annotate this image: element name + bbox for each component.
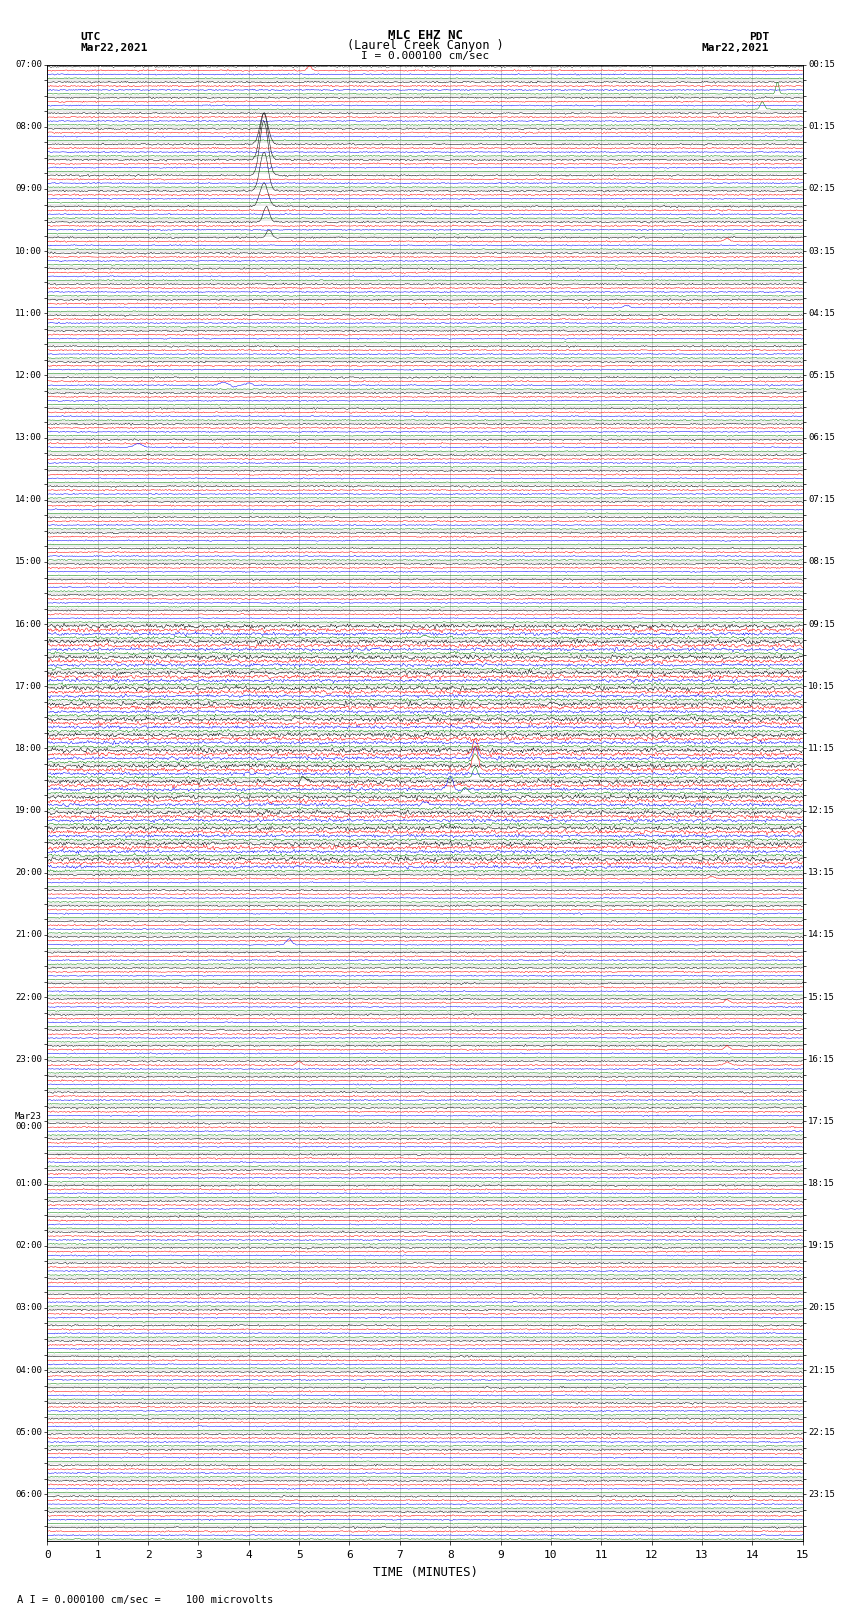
Text: (Laurel Creek Canyon ): (Laurel Creek Canyon ) <box>347 39 503 52</box>
Text: Mar22,2021: Mar22,2021 <box>702 44 769 53</box>
Text: A I = 0.000100 cm/sec =    100 microvolts: A I = 0.000100 cm/sec = 100 microvolts <box>17 1595 273 1605</box>
Text: I = 0.000100 cm/sec: I = 0.000100 cm/sec <box>361 52 489 61</box>
X-axis label: TIME (MINUTES): TIME (MINUTES) <box>372 1566 478 1579</box>
Text: UTC: UTC <box>81 32 101 42</box>
Text: PDT: PDT <box>749 32 769 42</box>
Text: Mar22,2021: Mar22,2021 <box>81 44 148 53</box>
Text: MLC EHZ NC: MLC EHZ NC <box>388 29 462 42</box>
